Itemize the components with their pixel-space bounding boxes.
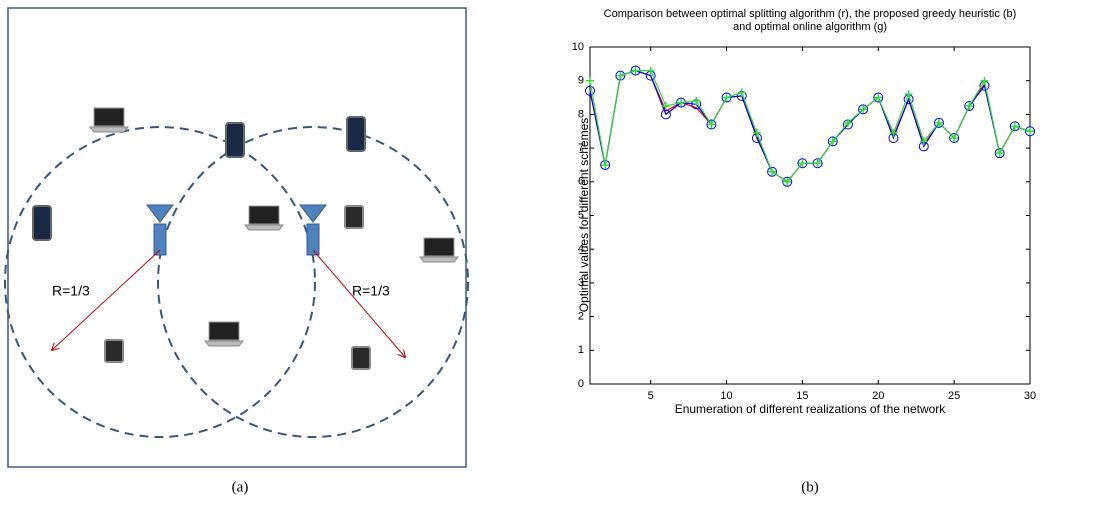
y-axis-label: Optimal values for different schemes bbox=[577, 118, 591, 313]
point-marker bbox=[600, 159, 611, 170]
point-marker bbox=[616, 71, 625, 80]
radius-arrow bbox=[312, 249, 405, 357]
point-marker bbox=[585, 85, 595, 96]
laptop-base bbox=[88, 126, 130, 133]
point-marker bbox=[980, 76, 989, 85]
x-tick-label: 5 bbox=[648, 390, 654, 402]
laptop bbox=[423, 237, 455, 257]
point-marker bbox=[1009, 121, 1020, 132]
point-marker bbox=[798, 159, 807, 168]
y-tick-label: 5 bbox=[578, 209, 584, 221]
tablet bbox=[351, 346, 371, 370]
tablet bbox=[344, 205, 364, 229]
plot-frame bbox=[589, 46, 1031, 385]
point-marker bbox=[661, 101, 670, 110]
laptop bbox=[248, 205, 280, 225]
point-marker bbox=[813, 159, 822, 168]
y-tick-label: 1 bbox=[578, 344, 584, 356]
point-marker bbox=[874, 93, 883, 102]
point-marker bbox=[1010, 122, 1019, 131]
laptop bbox=[93, 107, 125, 127]
laptop-base bbox=[203, 340, 245, 347]
series-line bbox=[589, 69, 1031, 183]
series-line bbox=[589, 69, 1031, 183]
y-tick-label: 7 bbox=[578, 142, 584, 154]
point-marker bbox=[889, 128, 898, 137]
point-marker bbox=[949, 132, 960, 143]
caption: (b) bbox=[801, 479, 819, 495]
phone bbox=[32, 205, 52, 241]
point-marker bbox=[782, 176, 793, 187]
point-marker bbox=[873, 92, 884, 103]
phone bbox=[225, 122, 245, 158]
y-tick-label: 2 bbox=[578, 311, 584, 323]
point-marker bbox=[995, 149, 1004, 158]
point-marker bbox=[677, 98, 686, 107]
point-marker bbox=[858, 104, 869, 115]
point-marker bbox=[828, 137, 837, 146]
point-marker bbox=[631, 66, 640, 75]
point-marker bbox=[706, 119, 717, 130]
chart-title: Comparison between optimal splitting alg… bbox=[604, 8, 1017, 20]
point-marker bbox=[752, 128, 761, 137]
point-marker bbox=[904, 90, 913, 99]
point-marker bbox=[767, 166, 778, 177]
y-tick-label: 9 bbox=[578, 75, 584, 87]
point-marker bbox=[919, 137, 928, 146]
y-tick-label: 10 bbox=[572, 41, 584, 53]
point-marker bbox=[615, 70, 626, 81]
point-marker bbox=[721, 92, 732, 103]
radius-label: R=1/3 bbox=[52, 283, 90, 299]
tablet bbox=[104, 339, 124, 363]
y-tick-label: 8 bbox=[578, 108, 584, 120]
radius-label: R=1/3 bbox=[352, 283, 390, 299]
x-tick-label: 20 bbox=[872, 390, 884, 402]
point-marker bbox=[601, 160, 610, 169]
x-axis-label: Enumeration of different realizations of… bbox=[675, 402, 947, 416]
point-marker bbox=[737, 88, 746, 97]
diagram-frame bbox=[7, 7, 467, 468]
laptop-base bbox=[418, 256, 460, 263]
y-tick-label: 3 bbox=[578, 277, 584, 289]
laptop bbox=[208, 321, 240, 341]
point-marker bbox=[965, 101, 974, 110]
y-tick-label: 6 bbox=[578, 176, 584, 188]
laptop-base bbox=[243, 224, 285, 231]
y-tick-label: 4 bbox=[578, 243, 584, 255]
point-marker bbox=[1026, 127, 1034, 136]
base-station bbox=[145, 204, 175, 256]
x-tick-label: 15 bbox=[796, 390, 808, 402]
point-marker bbox=[859, 105, 868, 114]
point-marker bbox=[707, 120, 716, 129]
point-marker bbox=[843, 118, 852, 127]
x-tick-label: 30 bbox=[1024, 390, 1036, 402]
radius-arrow bbox=[52, 249, 161, 350]
point-marker bbox=[950, 133, 959, 142]
caption: (a) bbox=[232, 479, 249, 495]
point-marker bbox=[964, 100, 975, 111]
point-marker bbox=[722, 93, 731, 102]
devices bbox=[32, 107, 460, 370]
coverage-circle bbox=[157, 126, 469, 438]
point-marker bbox=[768, 167, 777, 176]
phone bbox=[346, 116, 366, 152]
point-marker bbox=[783, 177, 792, 186]
point-marker bbox=[586, 76, 594, 85]
point-marker bbox=[933, 117, 944, 128]
point-marker bbox=[934, 118, 943, 127]
x-tick-label: 10 bbox=[720, 390, 732, 402]
chart-subtitle: and optimal online algorithm (g) bbox=[733, 21, 887, 33]
coverage-circle bbox=[4, 126, 316, 438]
point-marker bbox=[646, 66, 655, 75]
y-tick-label: 0 bbox=[578, 378, 584, 390]
point-marker bbox=[994, 148, 1005, 159]
point-marker bbox=[827, 136, 838, 147]
x-tick-label: 25 bbox=[948, 390, 960, 402]
base-station bbox=[298, 204, 328, 256]
point-marker bbox=[1025, 126, 1035, 137]
point-marker bbox=[692, 96, 701, 105]
